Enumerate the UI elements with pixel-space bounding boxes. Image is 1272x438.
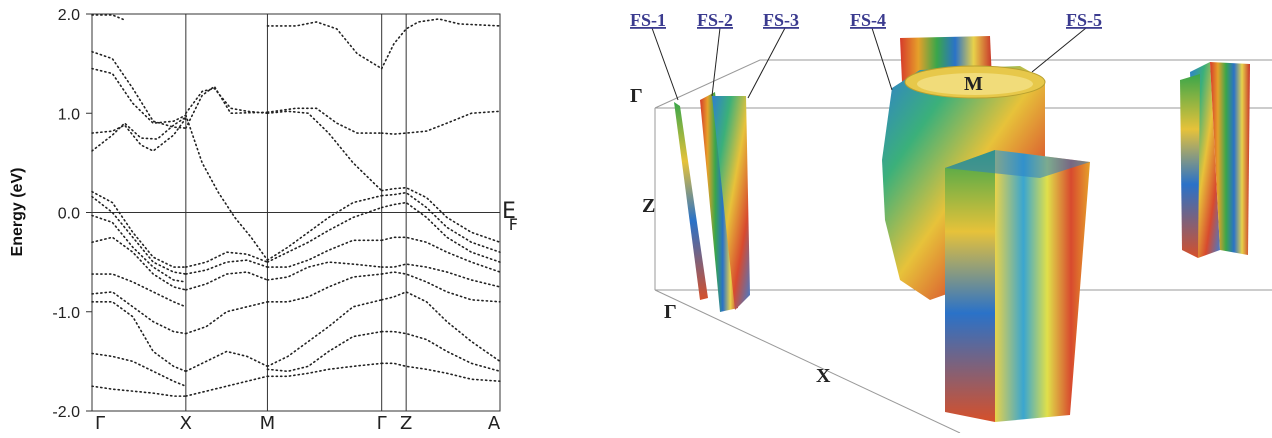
band-line [91, 236, 187, 291]
y-axis-label: Energy (eV) [9, 168, 26, 257]
fs-5-label: FS-5 [1066, 10, 1102, 30]
band-line [185, 87, 269, 115]
band-line [91, 50, 187, 129]
band-line [91, 117, 187, 152]
z-label: Z [642, 195, 655, 217]
band-line [91, 301, 187, 373]
fs-1-label: FS-1 [630, 10, 666, 30]
band-line [266, 194, 383, 261]
band-line [380, 291, 501, 363]
band-line [185, 350, 269, 373]
fs-sheet-5-block [945, 150, 1090, 422]
band-line [91, 190, 187, 268]
band-line [91, 195, 187, 275]
band-line [266, 362, 383, 378]
band-line [91, 67, 187, 125]
band-line [91, 385, 187, 397]
k-point-label: M [260, 413, 276, 433]
y-tick-label: 2.0 [58, 7, 80, 24]
band-line [91, 352, 187, 387]
fermi-surface-panel: FS-1 FS-2 FS-3 FS-4 FS-5 Γ Z Γ X M [600, 0, 1272, 434]
band-line [380, 18, 501, 70]
band-line [185, 301, 269, 335]
ef-label-subscript: F [509, 215, 518, 234]
fs-sheet-2-3 [700, 92, 750, 312]
band-line [266, 239, 383, 268]
band-line [266, 110, 383, 192]
label-leader-lines [651, 27, 1087, 101]
band-line [380, 263, 501, 288]
y-tick-label: 1.0 [58, 106, 80, 123]
m-label: M [964, 73, 983, 95]
k-point-label: Z [400, 413, 412, 433]
band-line [380, 110, 501, 135]
band-line [91, 291, 187, 335]
band-line [91, 214, 187, 283]
ef-label: E [502, 199, 516, 224]
band-line [266, 299, 383, 368]
band-line [185, 251, 269, 268]
band-line [380, 186, 501, 244]
band-line [91, 273, 187, 308]
band-line [380, 236, 501, 273]
fs-3-label: FS-3 [763, 10, 799, 30]
gamma-bottom-label: Γ [664, 301, 677, 323]
band-line [266, 21, 383, 70]
band-line [380, 362, 501, 383]
x-label: X [816, 365, 831, 387]
k-point-label: Γ [95, 413, 105, 433]
k-point-label: X [180, 413, 192, 433]
band-line [91, 116, 187, 152]
fs-sheet-1 [674, 102, 708, 300]
band-line [266, 261, 383, 281]
band-line [91, 14, 126, 21]
fs-2-label: FS-2 [697, 10, 733, 30]
fermi-surface-illustration: FS-1 FS-2 FS-3 FS-4 FS-5 Γ Z Γ X M [630, 10, 1272, 434]
band-line [266, 273, 383, 303]
band-line [266, 206, 383, 263]
band-line [266, 330, 383, 373]
k-point-label: A [488, 413, 501, 433]
y-tick-label: 0.0 [58, 206, 80, 223]
band-line [380, 201, 501, 263]
band-line [380, 271, 501, 303]
y-tick-label: -1.0 [52, 305, 80, 322]
gamma-top-label: Γ [630, 85, 643, 107]
band-line [380, 330, 501, 373]
band-line [185, 259, 269, 275]
band-line [266, 107, 383, 134]
band-line [185, 85, 269, 129]
band-line [185, 375, 269, 397]
band-line [380, 191, 501, 253]
band-line [185, 271, 269, 291]
y-tick-label: -2.0 [52, 404, 80, 421]
k-point-label: Γ [377, 413, 387, 433]
fs-4-label: FS-4 [850, 10, 886, 30]
band-line [185, 114, 269, 261]
fs-sheet-back-right [1180, 62, 1250, 258]
